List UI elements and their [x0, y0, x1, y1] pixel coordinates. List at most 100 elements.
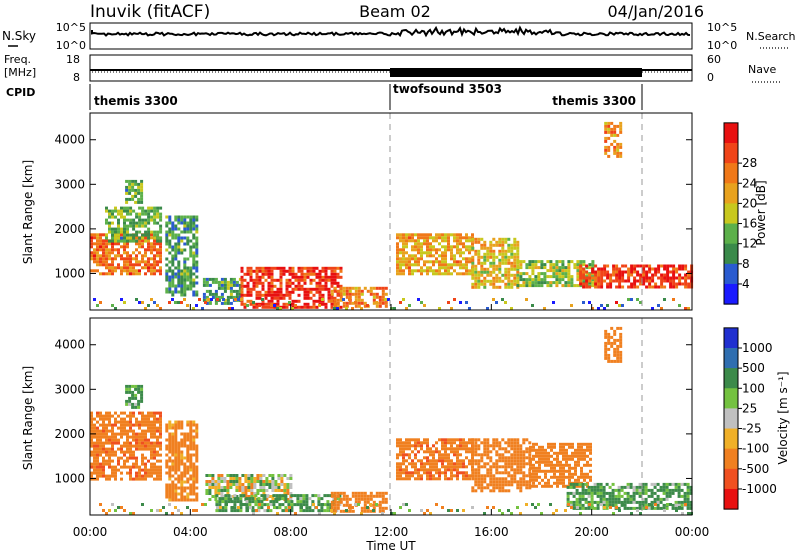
backscatter-cell — [171, 498, 175, 502]
backscatter-cell — [126, 209, 129, 213]
backscatter-cell — [327, 278, 331, 282]
backscatter-cell — [510, 477, 514, 481]
backscatter-cell — [561, 269, 565, 273]
backscatter-cell — [120, 272, 123, 276]
backscatter-cell — [246, 304, 249, 307]
backscatter-cell — [402, 462, 405, 466]
backscatter-cell — [189, 251, 193, 255]
backscatter-cell — [186, 477, 190, 481]
backscatter-cell — [102, 263, 105, 267]
backscatter-cell — [447, 453, 450, 457]
backscatter-cell — [671, 506, 675, 510]
backscatter-cell — [336, 304, 340, 308]
backscatter-cell — [240, 266, 244, 270]
backscatter-cell — [165, 272, 169, 276]
backscatter-cell — [604, 151, 608, 155]
backscatter-cell — [564, 281, 568, 285]
backscatter-cell — [471, 237, 475, 241]
backscatter-cell — [120, 477, 123, 481]
backscatter-cell — [137, 185, 141, 189]
backscatter-cell — [342, 301, 346, 305]
backscatter-cell — [489, 273, 493, 277]
backscatter-cell — [381, 295, 385, 299]
backscatter-cell — [638, 494, 642, 498]
backscatter-cell — [529, 460, 532, 464]
backscatter-cell — [399, 248, 402, 252]
backscatter-cell — [432, 468, 435, 472]
backscatter-cell — [171, 284, 175, 288]
backscatter-cell — [435, 462, 438, 466]
backscatter-cell — [562, 481, 565, 485]
backscatter-cell — [150, 444, 153, 448]
backscatter-cell — [205, 474, 209, 477]
backscatter-cell — [108, 423, 111, 427]
backscatter-cell — [535, 469, 538, 473]
backscatter-cell — [125, 387, 129, 391]
backscatter-cell — [243, 272, 247, 276]
backscatter-cell — [253, 477, 257, 480]
backscatter-cell — [417, 239, 420, 243]
backscatter-cell — [447, 248, 450, 252]
backscatter-cell — [306, 302, 310, 306]
backscatter-cell — [114, 411, 117, 415]
backscatter-cell — [420, 447, 423, 451]
backscatter-cell — [321, 302, 325, 306]
backscatter-cell — [131, 396, 135, 400]
colorbar-tick-label: 500 — [742, 361, 765, 375]
backscatter-cell — [651, 307, 654, 310]
backscatter-cell — [180, 284, 184, 288]
y-tick-label: 4000 — [54, 133, 85, 147]
backscatter-cell — [507, 273, 511, 277]
backscatter-cell — [665, 497, 669, 501]
backscatter-cell — [513, 438, 517, 442]
backscatter-cell — [93, 471, 96, 475]
backscatter-cell — [498, 258, 502, 262]
backscatter-cell — [150, 263, 153, 267]
backscatter-cell — [174, 257, 178, 261]
backscatter-cell — [450, 474, 453, 478]
backscatter-cell — [138, 432, 141, 436]
backscatter-cell — [208, 292, 212, 296]
backscatter-cell — [186, 498, 190, 502]
backscatter-cell — [402, 468, 405, 472]
backscatter-cell — [648, 264, 652, 268]
backscatter-cell — [532, 442, 535, 446]
backscatter-cell — [102, 468, 105, 472]
backscatter-cell — [299, 509, 303, 513]
backscatter-cell — [235, 292, 239, 296]
backscatter-cell — [535, 460, 538, 464]
backscatter-cell — [339, 289, 343, 293]
backscatter-cell — [138, 230, 142, 234]
backscatter-cell — [348, 292, 352, 296]
backscatter-cell — [90, 254, 93, 258]
backscatter-cell — [333, 269, 337, 273]
backscatter-cell — [226, 486, 230, 489]
backscatter-cell — [141, 453, 144, 457]
backscatter-cell — [674, 503, 678, 507]
backscatter-cell — [570, 278, 574, 282]
backscatter-cell — [217, 477, 221, 480]
backscatter-cell — [363, 500, 367, 504]
backscatter-cell — [297, 293, 301, 297]
backscatter-cell — [441, 239, 444, 243]
backscatter-cell — [174, 423, 178, 427]
backscatter-cell — [462, 477, 465, 481]
backscatter-cell — [668, 494, 672, 498]
backscatter-cell — [656, 506, 660, 510]
backscatter-cell — [641, 482, 645, 486]
backscatter-cell — [183, 486, 187, 490]
backscatter-cell — [534, 275, 538, 279]
colorbar-swatch — [724, 388, 738, 409]
backscatter-cell — [271, 474, 275, 477]
backscatter-cell — [297, 281, 301, 285]
backscatter-cell — [277, 483, 281, 486]
backscatter-cell — [617, 491, 621, 495]
backscatter-cell — [408, 236, 411, 240]
backscatter-cell — [117, 227, 120, 231]
backscatter-cell — [273, 293, 277, 297]
backscatter-cell — [135, 233, 139, 237]
backscatter-cell — [180, 498, 184, 502]
backscatter-cell — [244, 495, 248, 498]
backscatter-cell — [621, 270, 625, 274]
backscatter-cell — [153, 462, 156, 466]
